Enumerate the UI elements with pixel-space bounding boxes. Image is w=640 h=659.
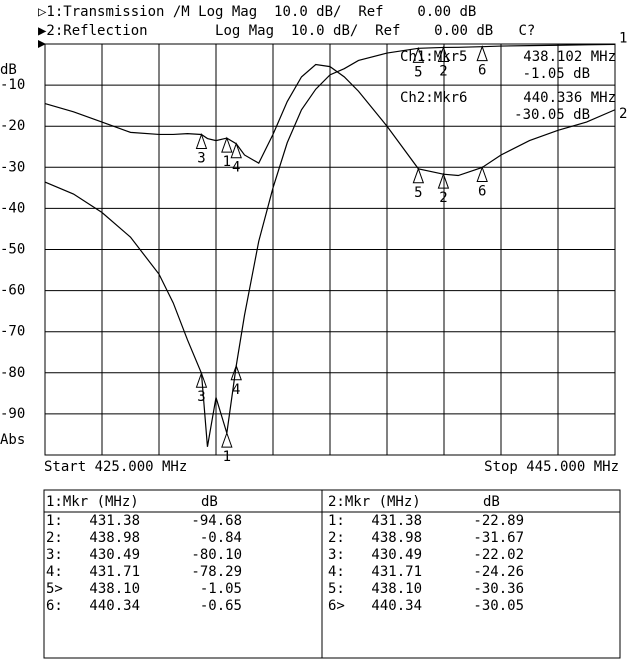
table-header: dB	[483, 494, 500, 510]
y-tick-label: -70	[0, 324, 25, 340]
marker	[476, 166, 488, 183]
marker	[230, 364, 242, 381]
header-format: /M Log Mag 10.0 dB/ Ref 0.00 dB	[164, 4, 476, 20]
marker	[221, 136, 233, 153]
marker-id: 4:	[46, 564, 63, 580]
marker-db: -1.05	[200, 581, 242, 597]
y-format: Abs	[0, 432, 25, 448]
y-tick-label: -80	[0, 365, 25, 381]
marker-label: 1	[223, 449, 231, 465]
marker-db: -94.68	[191, 513, 242, 529]
marker-freq: 440.34	[371, 598, 422, 614]
stop-label: Stop 445.000 MHz	[484, 459, 619, 475]
y-tick-label: -40	[0, 200, 25, 216]
marker-db: -0.84	[200, 530, 242, 546]
marker-db: -78.29	[191, 564, 242, 580]
marker-id: 5:	[328, 581, 345, 597]
y-tick-label: -60	[0, 283, 25, 299]
table-header: dB	[201, 494, 218, 510]
marker-db: -0.65	[200, 598, 242, 614]
marker-freq: 438.10	[89, 581, 140, 597]
header-prefix: ▶2:	[38, 23, 63, 39]
channel-header: ▷1:Transmission /M Log Mag 10.0 dB/ Ref …	[38, 4, 476, 20]
marker-label: 5	[414, 64, 422, 80]
table-header: 2:Mkr (MHz)	[328, 494, 421, 510]
readout-freq: 440.336 MHz	[523, 90, 616, 106]
marker-id: 6>	[328, 598, 345, 614]
header-format: Log Mag 10.0 dB/ Ref 0.00 dB C?	[148, 23, 536, 39]
marker-freq: 431.38	[371, 513, 422, 529]
marker-label: 4	[232, 382, 240, 398]
readout-value: -30.05 dB	[514, 107, 590, 123]
marker-id: 4:	[328, 564, 345, 580]
readout-label: Ch1:Mkr5	[400, 49, 467, 65]
marker	[437, 172, 450, 189]
readout-freq: 438.102 MHz	[523, 49, 616, 65]
header-name: Reflection	[63, 23, 147, 39]
marker-id: 3:	[328, 547, 345, 563]
marker-freq: 431.71	[371, 564, 422, 580]
header-prefix: ▷1:	[38, 4, 63, 20]
trace-tag: 2	[619, 106, 627, 122]
marker-db: -24.26	[473, 564, 524, 580]
marker-freq: 438.10	[371, 581, 422, 597]
marker	[221, 431, 233, 448]
marker	[437, 45, 450, 62]
marker-freq: 440.34	[89, 598, 140, 614]
trace-tag: 1	[619, 30, 627, 46]
y-tick-label: -10	[0, 77, 25, 93]
marker-freq: 431.38	[89, 513, 140, 529]
y-tick-label: -90	[0, 406, 25, 422]
readout-value: -1.05 dB	[523, 66, 590, 82]
marker-db: -30.05	[473, 598, 524, 614]
marker-freq: 430.49	[371, 547, 422, 563]
marker-id: 2:	[328, 530, 345, 546]
table-header: 1:Mkr (MHz)	[46, 494, 139, 510]
marker-label: 4	[232, 160, 240, 176]
marker-label: 6	[478, 63, 486, 79]
marker-id: 3:	[46, 547, 63, 563]
channel-header: ▶2:Reflection Log Mag 10.0 dB/ Ref 0.00 …	[38, 23, 535, 39]
marker-db: -22.89	[473, 513, 524, 529]
marker-freq: 430.49	[89, 547, 140, 563]
marker-db: -22.02	[473, 547, 524, 563]
y-tick-label: -20	[0, 118, 25, 134]
marker	[195, 133, 208, 150]
marker-db: -80.10	[191, 547, 242, 563]
table-frame	[43, 489, 621, 659]
marker-freq: 438.98	[89, 530, 140, 546]
marker-id: 1:	[46, 513, 63, 529]
marker-id: 5>	[46, 581, 63, 597]
readout-label: Ch2:Mkr6	[400, 90, 467, 106]
marker-label: 3	[197, 389, 205, 405]
marker-id: 2:	[46, 530, 63, 546]
marker-label: 2	[439, 63, 447, 79]
marker-db: -30.36	[473, 581, 524, 597]
marker-label: 6	[478, 184, 486, 200]
marker	[412, 167, 425, 184]
marker-label: 3	[197, 151, 205, 167]
ref-indicator	[38, 40, 46, 48]
marker	[230, 142, 242, 159]
y-unit: dB	[0, 62, 17, 78]
marker-label: 5	[414, 185, 422, 201]
marker-id: 6:	[46, 598, 63, 614]
marker-label: 2	[439, 190, 447, 206]
y-tick-label: -50	[0, 242, 25, 258]
marker-db: -31.67	[473, 530, 524, 546]
marker-label: 1	[223, 154, 231, 170]
marker-freq: 431.71	[89, 564, 140, 580]
marker	[412, 46, 425, 63]
marker	[476, 45, 488, 62]
y-tick-label: -30	[0, 159, 25, 175]
header-name: Transmission	[63, 4, 164, 20]
marker-id: 1:	[328, 513, 345, 529]
marker	[195, 371, 208, 388]
start-label: Start 425.000 MHz	[44, 459, 187, 475]
marker-freq: 438.98	[371, 530, 422, 546]
